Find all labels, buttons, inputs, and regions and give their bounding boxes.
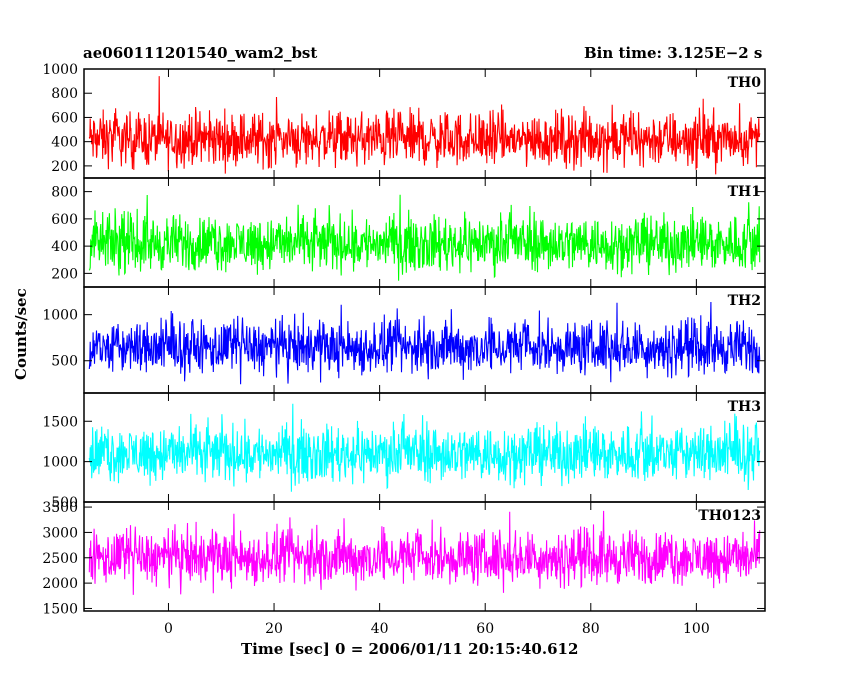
y-tick-label: 3500 [42, 500, 78, 516]
y-tick-label: 200 [51, 159, 78, 175]
series-line-th0123 [88, 510, 761, 595]
y-tick-label: 800 [51, 185, 78, 201]
y-tick-label: 1500 [42, 414, 78, 430]
x-axis-label: Time [sec] 0 = 2006/01/11 20:15:40.612 [241, 640, 579, 658]
series-line-th2 [88, 301, 761, 385]
y-tick-label: 400 [51, 135, 78, 151]
series-label-th1: TH1 [728, 184, 761, 200]
series-line-th1 [88, 194, 761, 281]
y-tick-label: 600 [51, 212, 78, 228]
y-tick-label: 3000 [42, 525, 78, 541]
series-line-th0 [88, 76, 761, 175]
series-label-th2: TH2 [728, 293, 761, 309]
chart-title: ae060111201540_wam2_bst [83, 44, 318, 62]
y-tick-label: 1000 [42, 308, 78, 324]
y-tick-label: 800 [51, 86, 78, 102]
y-tick-label: 600 [51, 110, 78, 126]
x-tick-label: 20 [265, 621, 283, 637]
panel-frame-th0123 [83, 501, 766, 612]
y-tick-label: 1500 [42, 601, 78, 617]
y-axis-label: Counts/sec [12, 288, 30, 380]
x-tick-label: 60 [476, 621, 494, 637]
series-label-th0: TH0 [728, 75, 762, 91]
y-tick-label: 1000 [42, 455, 78, 471]
x-tick-label: 80 [582, 621, 600, 637]
x-tick-label: 40 [371, 621, 389, 637]
y-tick-label: 500 [51, 354, 78, 370]
series-line-th3 [88, 403, 761, 492]
y-tick-label: 1000 [42, 62, 78, 78]
x-tick-label: 0 [164, 621, 173, 637]
y-tick-label: 2500 [42, 551, 78, 567]
y-tick-label: 200 [51, 266, 78, 282]
bin-time-label: Bin time: 3.125E−2 s [584, 44, 763, 62]
series-label-th0123: TH0123 [698, 508, 761, 524]
y-tick-label: 500 [51, 495, 78, 511]
x-tick-label: 100 [683, 621, 710, 637]
y-tick-label: 2000 [42, 576, 78, 592]
series-label-th3: TH3 [728, 399, 761, 415]
y-tick-label: 400 [51, 239, 78, 255]
